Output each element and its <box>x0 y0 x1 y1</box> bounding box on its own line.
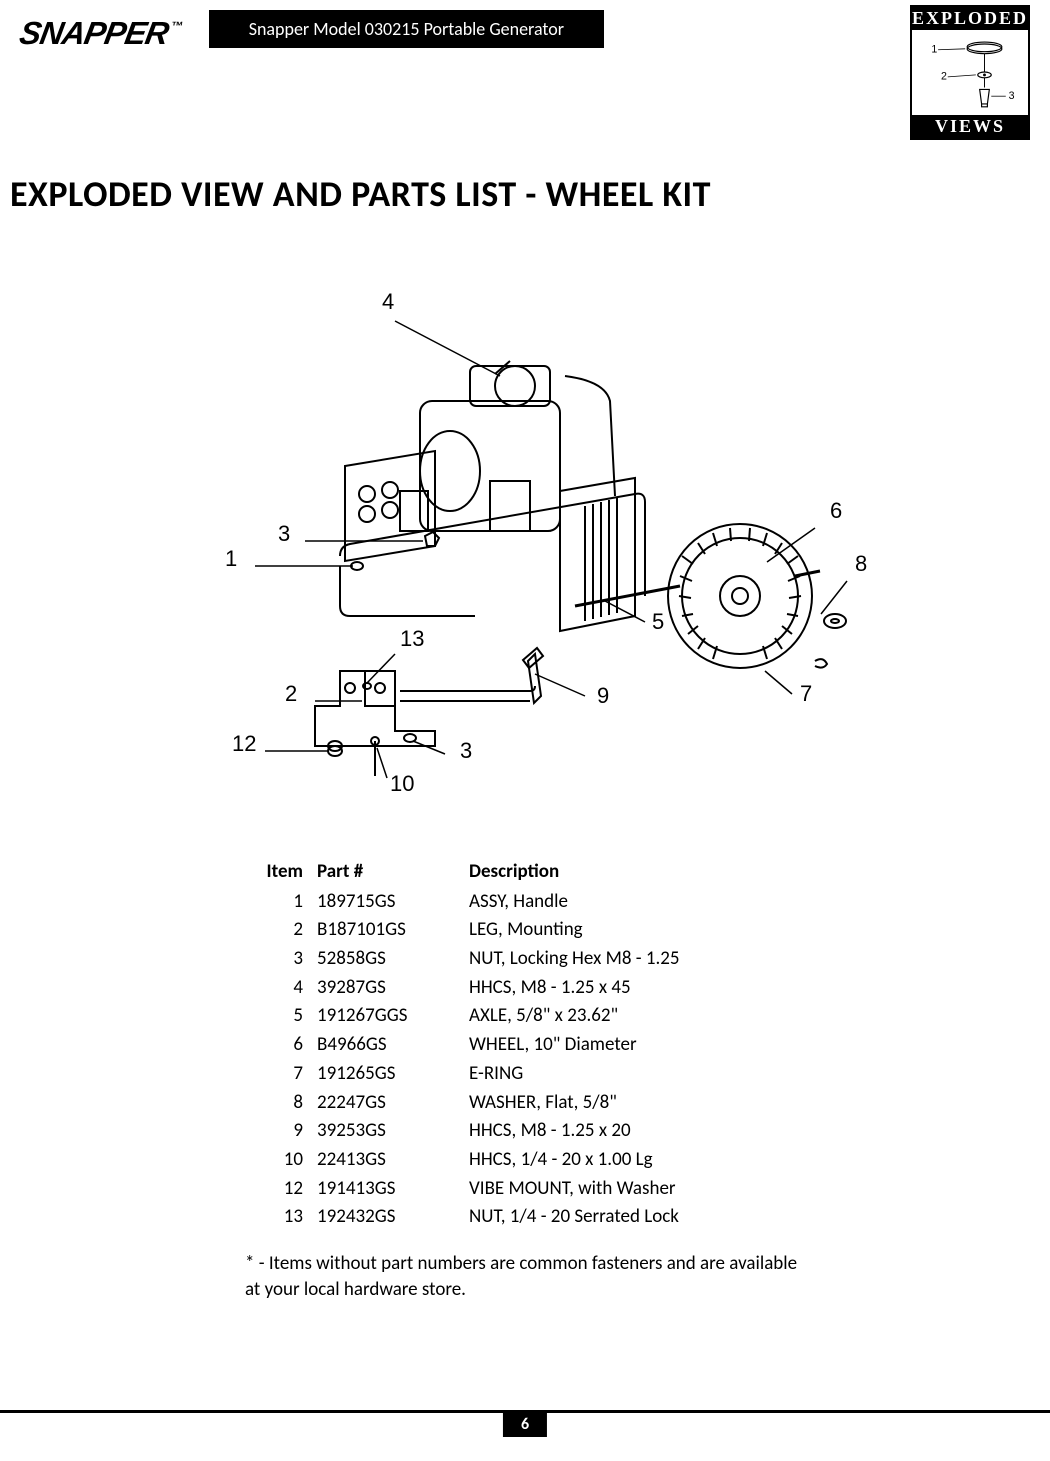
cell-item: 10 <box>247 1147 307 1174</box>
header: SNAPPER™ Snapper Model 030215 Portable G… <box>0 0 1050 52</box>
cell-part: 39253GS <box>309 1118 459 1145</box>
cell-item: 1 <box>247 889 307 916</box>
cell-part: 192432GS <box>309 1204 459 1231</box>
badge-bottom-text: VIEWS <box>912 115 1028 138</box>
cell-item: 5 <box>247 1003 307 1030</box>
cell-item: 9 <box>247 1118 307 1145</box>
cell-part: 191267GGS <box>309 1003 459 1030</box>
cell-desc: VIBE MOUNT, with Washer <box>461 1176 803 1203</box>
parts-table: Item Part # Description 1189715GSASSY, H… <box>245 856 805 1233</box>
cell-item: 2 <box>247 917 307 944</box>
cell-part: B4966GS <box>309 1032 459 1059</box>
badge-callout-3: 3 <box>1009 90 1015 102</box>
diagram-callout-6: 6 <box>830 498 842 523</box>
diagram-callout-3: 3 <box>460 738 472 763</box>
table-row: 7191265GSE-RING <box>247 1061 803 1088</box>
table-row: 939253GSHHCS, M8 - 1.25 x 20 <box>247 1118 803 1145</box>
cell-item: 6 <box>247 1032 307 1059</box>
badge-callout-2: 2 <box>941 71 947 83</box>
cell-item: 13 <box>247 1204 307 1231</box>
table-row: 439287GSHHCS, M8 - 1.25 x 45 <box>247 975 803 1002</box>
table-row: 1189715GSASSY, Handle <box>247 889 803 916</box>
cell-desc: HHCS, M8 - 1.25 x 20 <box>461 1118 803 1145</box>
logo-tm: ™ <box>170 19 183 33</box>
diagram-callout-1: 1 <box>225 546 237 571</box>
table-header-row: Item Part # Description <box>247 858 803 887</box>
table-row: 822247GSWASHER, Flat, 5/8" <box>247 1090 803 1117</box>
table-row: 1022413GSHHCS, 1/4 - 20 x 1.00 Lg <box>247 1147 803 1174</box>
diagram-callout-7: 7 <box>800 681 812 706</box>
cell-part: 191413GS <box>309 1176 459 1203</box>
cell-part: 191265GS <box>309 1061 459 1088</box>
cell-desc: NUT, 1/4 - 20 Serrated Lock <box>461 1204 803 1231</box>
diagram-callout-8: 8 <box>855 551 867 576</box>
diagram-callout-10: 10 <box>390 771 414 796</box>
table-row: 13192432GSNUT, 1/4 - 20 Serrated Lock <box>247 1204 803 1231</box>
cell-desc: HHCS, M8 - 1.25 x 45 <box>461 975 803 1002</box>
cell-part: 39287GS <box>309 975 459 1002</box>
cell-desc: WASHER, Flat, 5/8" <box>461 1090 803 1117</box>
cell-desc: HHCS, 1/4 - 20 x 1.00 Lg <box>461 1147 803 1174</box>
cell-desc: E-RING <box>461 1061 803 1088</box>
diagram-callout-12: 12 <box>232 731 256 756</box>
badge-diagram: 1 2 3 <box>912 30 1028 115</box>
cell-part: 52858GS <box>309 946 459 973</box>
table-row: 352858GSNUT, Locking Hex M8 - 1.25 <box>247 946 803 973</box>
cell-item: 4 <box>247 975 307 1002</box>
cell-item: 8 <box>247 1090 307 1117</box>
col-desc: Description <box>461 858 803 887</box>
table-row: 2B187101GSLEG, Mounting <box>247 917 803 944</box>
table-row: 6B4966GSWHEEL, 10" Diameter <box>247 1032 803 1059</box>
footnote: * - Items without part numbers are commo… <box>245 1251 805 1302</box>
badge-callout-1: 1 <box>931 44 937 56</box>
diagram-callout-4: 4 <box>382 289 394 314</box>
exploded-diagram: 1245678910121333 <box>135 246 915 836</box>
page-title: EXPLODED VIEW AND PARTS LIST - WHEEL KIT <box>10 172 1050 216</box>
page-number: 6 <box>503 1412 547 1437</box>
diagram-callout-3: 3 <box>278 521 290 546</box>
cell-part: 22413GS <box>309 1147 459 1174</box>
cell-desc: LEG, Mounting <box>461 917 803 944</box>
table-row: 5191267GGSAXLE, 5/8" x 23.62" <box>247 1003 803 1030</box>
cell-item: 7 <box>247 1061 307 1088</box>
cell-desc: NUT, Locking Hex M8 - 1.25 <box>461 946 803 973</box>
cell-item: 12 <box>247 1176 307 1203</box>
snapper-logo: SNAPPER™ <box>17 15 182 52</box>
col-item: Item <box>247 858 307 887</box>
cell-desc: AXLE, 5/8" x 23.62" <box>461 1003 803 1030</box>
exploded-views-badge: EXPLODED 1 2 3 VIEWS <box>910 5 1030 140</box>
logo-text: SNAPPER <box>17 15 171 51</box>
badge-top-text: EXPLODED <box>912 7 1028 30</box>
cell-desc: WHEEL, 10" Diameter <box>461 1032 803 1059</box>
cell-part: 22247GS <box>309 1090 459 1117</box>
diagram-callout-5: 5 <box>652 609 664 634</box>
diagram-callout-2: 2 <box>285 681 297 706</box>
cell-part: 189715GS <box>309 889 459 916</box>
title-banner: Snapper Model 030215 Portable Generator <box>209 10 604 48</box>
col-part: Part # <box>309 858 459 887</box>
cell-desc: ASSY, Handle <box>461 889 803 916</box>
diagram-callout-9: 9 <box>597 683 609 708</box>
table-row: 12191413GSVIBE MOUNT, with Washer <box>247 1176 803 1203</box>
cell-item: 3 <box>247 946 307 973</box>
diagram-callout-13: 13 <box>400 626 424 651</box>
cell-part: B187101GS <box>309 917 459 944</box>
